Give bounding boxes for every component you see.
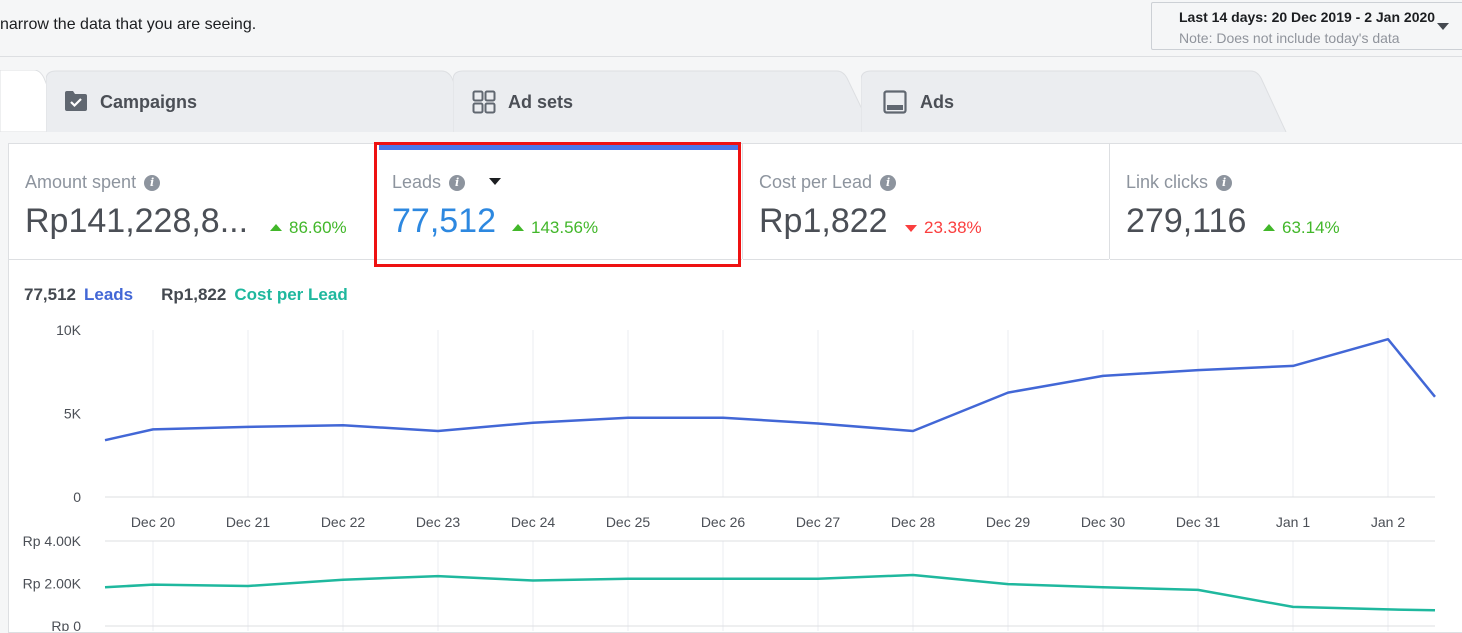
arrow-up-icon (512, 224, 524, 231)
tab-ad-sets[interactable]: Ad sets (453, 70, 883, 132)
x-tick-label: Jan 2 (1371, 514, 1405, 530)
metric-value: Rp1,822 (759, 202, 888, 240)
metric-label-text: Leads (392, 172, 442, 192)
y-tick-label: Rp 2.00K (23, 576, 82, 592)
date-range-label: Last 14 days: 20 Dec 2019 - 2 Jan 2020 (1179, 9, 1436, 25)
metric-label-text: Link clicks (1126, 172, 1209, 192)
filter-hint-text: narrow the data that you are seeing. (0, 16, 257, 33)
grid-icon (472, 90, 496, 119)
x-tick-label: Jan 1 (1276, 514, 1310, 530)
metric-change-text: 86.60% (289, 218, 347, 237)
metric-change-text: 63.14% (1282, 218, 1340, 237)
metric-divider (742, 144, 743, 259)
metric-change-text: 143.56% (531, 218, 599, 237)
metric-cost-per-lead[interactable]: Cost per Lead i Rp1,822 23.38% (743, 144, 1109, 260)
tab-label: Ad sets (508, 92, 574, 112)
x-tick-label: Dec 25 (606, 514, 651, 530)
info-icon[interactable]: i (449, 175, 466, 191)
ad-screen-icon (883, 90, 907, 119)
x-tick-label: Dec 30 (1081, 514, 1126, 530)
metric-label-text: Amount spent (25, 172, 137, 192)
metric-value: 279,116 (1126, 202, 1247, 240)
metric-value: Rp141,228,8... (25, 202, 249, 240)
metric-change: 143.56% (512, 218, 598, 238)
series-line (104, 573, 1436, 612)
tab-shape (46, 70, 475, 132)
x-tick-label: Dec 26 (701, 514, 746, 530)
x-tick-label: Dec 28 (891, 514, 936, 530)
chevron-down-icon[interactable] (489, 178, 502, 185)
metric-amount-spent[interactable]: Amount spent i Rp141,228,8... 86.60% (9, 144, 375, 260)
metric-change: 63.14% (1263, 218, 1340, 238)
series-line (104, 337, 1436, 442)
metric-change: 86.60% (270, 218, 347, 238)
y-tick-label: 5K (64, 406, 82, 422)
info-icon[interactable]: i (1216, 175, 1233, 191)
metric-label: Amount spent i (25, 172, 161, 193)
info-icon[interactable]: i (144, 175, 161, 191)
x-tick-label: Dec 21 (226, 514, 271, 530)
x-tick-label: Dec 31 (1176, 514, 1221, 530)
tab-label: Campaigns (100, 92, 198, 112)
metric-label-text: Cost per Lead (759, 172, 873, 192)
chart-legend: 77,512 Leads Rp1,822 Cost per Lead (24, 285, 348, 305)
date-range-picker[interactable]: Last 14 days: 20 Dec 2019 - 2 Jan 2020 N… (1151, 2, 1462, 50)
info-icon[interactable]: i (880, 175, 897, 191)
y-tick-label: Rp 4.00K (23, 533, 82, 549)
metric-divider (1109, 144, 1110, 259)
metrics-panel: Amount spent i Rp141,228,8... 86.60% Lead… (8, 143, 1462, 633)
folder-check-icon (64, 90, 88, 117)
metric-change-text: 23.38% (924, 218, 982, 237)
metric-label: Link clicks i (1126, 172, 1233, 193)
tab-campaigns[interactable]: Campaigns (46, 70, 476, 132)
top-bar: narrow the data that you are seeing. Las… (0, 0, 1462, 57)
tab-shape (453, 70, 874, 132)
y-tick-label: Rp 0 (51, 618, 81, 631)
metric-value: 77,512 (392, 202, 496, 240)
x-tick-label: Dec 23 (416, 514, 461, 530)
arrow-up-icon (270, 224, 282, 231)
metric-link-clicks[interactable]: Link clicks i 279,116 63.14% (1110, 144, 1462, 260)
metric-change: 23.38% (905, 218, 982, 238)
metric-label: Leads i (392, 172, 502, 193)
date-range-note: Note: Does not include today's data (1179, 30, 1400, 46)
tab-shape (861, 70, 1287, 132)
level-tabs: Campaigns Ad sets Ads (0, 70, 1462, 132)
chevron-down-icon[interactable] (1437, 23, 1449, 30)
tab-label: Ads (920, 92, 955, 112)
legend-cpl-value: Rp1,822 (161, 285, 227, 304)
tab-ads[interactable]: Ads (861, 70, 1291, 132)
highlight-frame (374, 142, 741, 267)
x-tick-label: Dec 24 (511, 514, 556, 530)
metric-leads[interactable]: Leads i 77,512 143.56% (376, 144, 742, 260)
y-tick-label: 10K (56, 322, 82, 338)
metric-label: Cost per Lead i (759, 172, 897, 193)
legend-cpl-label[interactable]: Cost per Lead (234, 285, 348, 304)
x-tick-label: Dec 29 (986, 514, 1031, 530)
y-tick-label: 0 (73, 489, 81, 505)
x-tick-label: Dec 27 (796, 514, 841, 530)
selected-metric-bar (379, 144, 738, 150)
legend-leads-label[interactable]: Leads (84, 285, 134, 304)
arrow-down-icon (905, 225, 917, 232)
legend-leads-value: 77,512 (24, 285, 76, 304)
arrow-up-icon (1263, 224, 1275, 231)
x-tick-label: Dec 22 (321, 514, 366, 530)
x-tick-label: Dec 20 (131, 514, 176, 530)
